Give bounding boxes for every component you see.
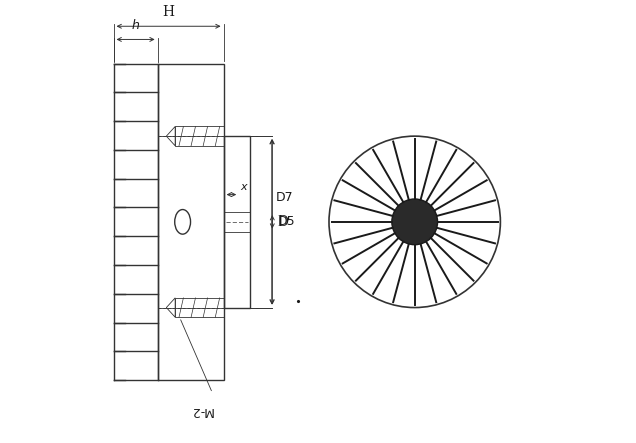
Text: M-2: M-2 xyxy=(190,404,213,417)
Circle shape xyxy=(392,199,438,245)
Text: D5: D5 xyxy=(277,215,295,228)
Text: x: x xyxy=(240,183,247,192)
Bar xyxy=(175,298,223,317)
Text: D7: D7 xyxy=(276,191,294,204)
Text: h: h xyxy=(132,19,139,32)
Bar xyxy=(175,126,223,146)
Text: H: H xyxy=(163,5,174,19)
Text: D: D xyxy=(277,215,288,229)
